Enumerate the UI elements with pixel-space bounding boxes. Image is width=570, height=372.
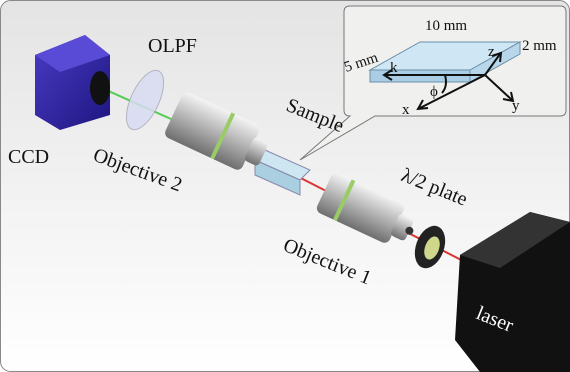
inset-k: k xyxy=(390,60,398,76)
ccd-lens xyxy=(90,71,110,105)
olpf-label: OLPF xyxy=(148,35,197,57)
inset-z: z xyxy=(488,44,495,60)
inset-length: 10 mm xyxy=(425,18,467,34)
inset-y: y xyxy=(512,98,520,114)
setup-diagram: 10 mm 2 mm 5 mm k z ϕ x y OLPF CCD Objec… xyxy=(0,0,570,372)
inset-thickness: 2 mm xyxy=(522,38,557,54)
ccd-label: CCD xyxy=(8,146,49,168)
inset-x: x xyxy=(402,102,410,118)
inset-phi: ϕ xyxy=(430,84,438,100)
